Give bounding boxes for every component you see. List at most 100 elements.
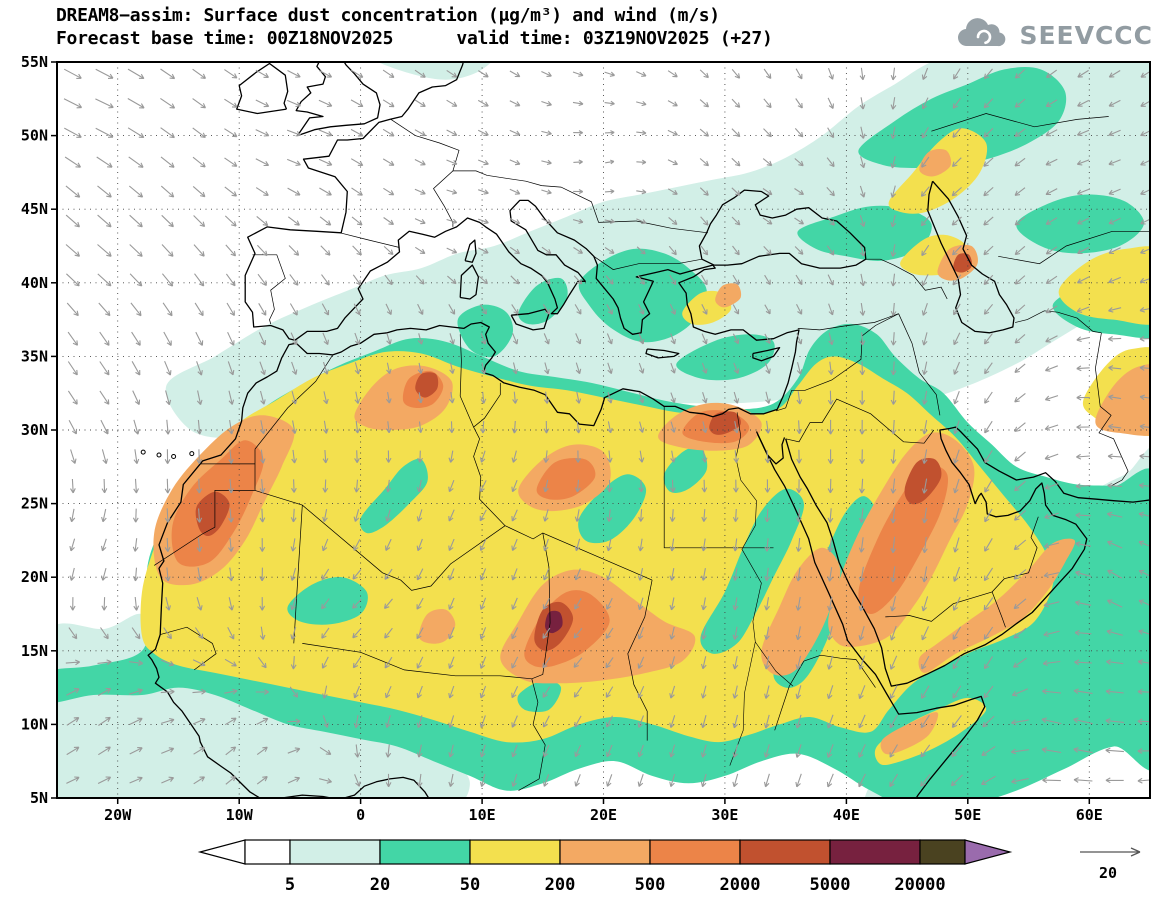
coastline	[295, 62, 327, 136]
dust-region-sudan-red-sea-core	[761, 547, 841, 676]
colorbar-segment-below-min	[244, 839, 291, 865]
dust-forecast-map: 5N 10N 15N 20N 25N 30N 35N 40N 45N 50N 55N 20W 10W 0 1…	[21, 53, 1151, 824]
border	[774, 660, 805, 731]
colorbar-segment	[739, 839, 831, 865]
dust-region-north-caspian-core	[919, 149, 952, 177]
coastlines	[140, 62, 1150, 798]
colorbar-segment-above-max	[919, 839, 966, 865]
dust-region-east-mediterranean-patch	[676, 334, 775, 381]
colorbar-segment	[559, 839, 651, 865]
dust-region-north-sea-patch	[377, 62, 492, 80]
colorbar-segment	[649, 839, 741, 865]
lon-tick-label: 20W	[104, 806, 132, 824]
island	[189, 451, 195, 457]
dust-region-saharan-dust-main	[140, 351, 1054, 743]
coastline	[698, 189, 867, 269]
lon-tick-label: 20E	[590, 806, 617, 824]
nile-river	[755, 641, 794, 687]
colorbar-segment	[829, 839, 921, 865]
border	[593, 256, 702, 270]
border	[302, 532, 551, 680]
border	[775, 313, 899, 412]
lat-tick-label: 35N	[21, 347, 48, 365]
coastline	[147, 62, 800, 798]
lat-tick-label: 5N	[30, 789, 48, 807]
wind-reference-arrow	[1080, 847, 1141, 857]
dust-region-nw-turkey-core	[715, 283, 742, 308]
border	[473, 382, 506, 526]
nile-river	[735, 412, 762, 643]
colorbar-right-arrow	[964, 839, 1013, 865]
coastline	[464, 239, 477, 263]
colorbar-boundary-label: 5000	[810, 875, 851, 895]
lon-tick-label: 40E	[833, 806, 860, 824]
island	[140, 449, 146, 455]
lat-tick-label: 25N	[21, 495, 48, 513]
dust-region-nile-delta-peak	[709, 411, 741, 435]
coastline	[757, 434, 786, 465]
border	[154, 449, 256, 566]
coastline	[277, 776, 430, 798]
border	[252, 254, 286, 325]
dust-region-saudi-inner	[858, 465, 949, 615]
border	[865, 258, 948, 300]
dust-region-west-egypt-gap	[663, 446, 708, 493]
island	[156, 452, 162, 458]
dust-region-libya-gap	[578, 474, 647, 544]
border	[339, 232, 400, 248]
coastline	[297, 62, 381, 137]
border	[504, 525, 653, 581]
colorbar-segment	[289, 839, 381, 865]
lon-tick-label: 50E	[954, 806, 981, 824]
coastline	[510, 308, 550, 331]
colorbar-boundary-label: 500	[635, 875, 666, 895]
colorbar-boundary-label: 5	[285, 875, 295, 895]
border	[627, 580, 653, 741]
lon-axis-labels: 20W 10W 0 10E 20E 30E 40E 50E 60E	[104, 798, 1103, 824]
lat-tick-label: 45N	[21, 200, 48, 218]
dust-region-strait-of-sicily-patch	[457, 304, 514, 358]
lat-tick-label: 15N	[21, 642, 48, 660]
chart-title-line2: Forecast base time: 00Z18NOV2025 valid t…	[56, 28, 773, 49]
coastline	[236, 62, 289, 115]
lat-tick-label: 30N	[21, 421, 48, 439]
border	[459, 334, 474, 428]
colorbar-segment	[469, 839, 561, 865]
lon-tick-label: 10E	[469, 806, 496, 824]
colorbar-boundary-label: 2000	[720, 875, 761, 895]
lon-tick-label: 60E	[1076, 806, 1103, 824]
lat-tick-label: 10N	[21, 715, 48, 733]
colorbar-segment	[379, 839, 471, 865]
border	[293, 505, 303, 644]
dust-region-mauritania-peak	[195, 491, 230, 537]
border	[160, 626, 217, 671]
border	[254, 490, 506, 591]
border	[452, 170, 708, 234]
dust-region-libya-inner	[536, 458, 596, 500]
seevccc-logo: SEEVCCC	[954, 16, 1153, 54]
border	[1095, 332, 1129, 487]
lon-tick-label: 0	[356, 806, 365, 824]
coastline	[927, 180, 1015, 334]
coastline	[785, 426, 1150, 687]
dust-region-somaliland-core	[880, 712, 939, 755]
coastline	[459, 264, 480, 300]
border	[518, 678, 546, 791]
border	[991, 591, 1006, 628]
lat-tick-label: 40N	[21, 274, 48, 292]
coastline	[755, 431, 986, 798]
coastline	[645, 348, 680, 359]
colorbar-boundary-label: 20000	[894, 875, 945, 895]
border	[1015, 310, 1102, 334]
cloud-icon	[958, 18, 1006, 47]
wind-reference-label: 20	[1099, 864, 1117, 882]
colorbar-boundary-label: 200	[545, 875, 576, 895]
wind-vectors	[63, 67, 1150, 788]
lat-tick-label: 20N	[21, 568, 48, 586]
border	[797, 313, 899, 331]
island	[171, 454, 177, 459]
border	[785, 398, 935, 444]
chart-title-line1: DREAM8−assim: Surface dust concentration…	[56, 5, 720, 26]
dust-region-central-algeria-gap	[359, 458, 428, 534]
colorbar-boundary-label: 20	[370, 875, 390, 895]
